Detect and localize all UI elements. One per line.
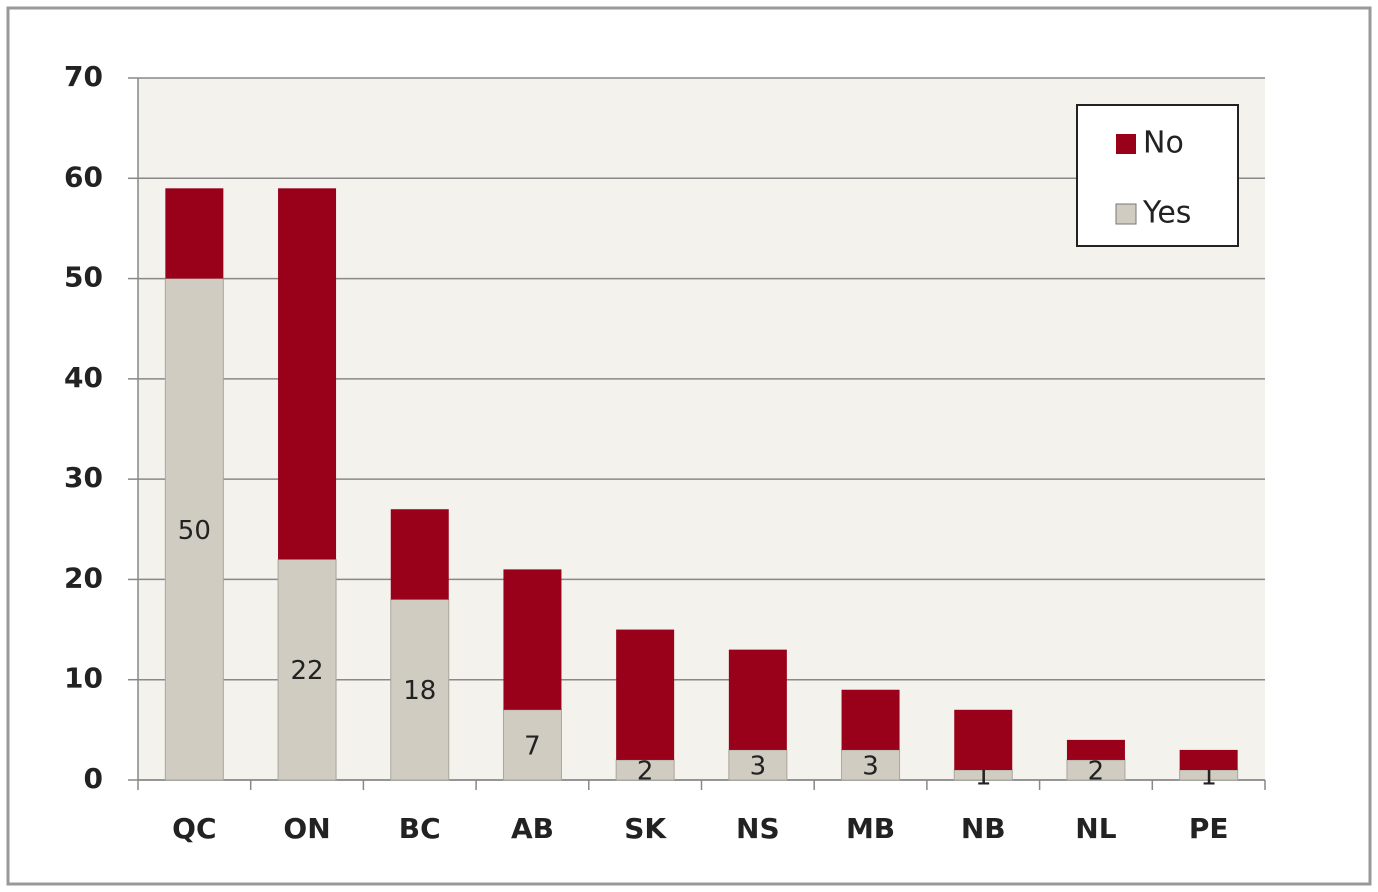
x-tick-label: NL	[1075, 812, 1116, 845]
legend-swatch	[1116, 134, 1136, 154]
bar-segment	[954, 709, 1013, 770]
bar-segment	[728, 749, 788, 781]
y-tick-label: 40	[64, 361, 103, 394]
bar-segment	[728, 649, 787, 750]
data-label: 2	[637, 756, 654, 786]
legend-label: No	[1143, 126, 1184, 161]
x-tick-label: MB	[846, 812, 895, 845]
y-tick-label: 30	[64, 461, 103, 494]
y-tick-label: 70	[64, 60, 103, 93]
x-tick-label: ON	[283, 812, 330, 845]
data-label: 18	[403, 676, 436, 706]
data-label: 7	[524, 731, 541, 761]
y-tick-label: 0	[84, 762, 103, 795]
bar-segment	[1179, 749, 1238, 770]
data-label: 50	[178, 516, 211, 546]
bar-segment	[616, 629, 675, 760]
x-tick-label: PE	[1189, 812, 1229, 845]
bar-segment	[390, 598, 450, 781]
bar-segment	[1066, 739, 1125, 760]
data-label: 3	[862, 751, 879, 781]
x-tick-label: AB	[511, 812, 554, 845]
y-tick-label: 10	[64, 662, 103, 695]
x-tick-label: NS	[736, 812, 780, 845]
bar-segment	[277, 558, 337, 781]
bar-segment	[503, 569, 562, 710]
data-label: 2	[1088, 756, 1105, 786]
bar-segment	[164, 278, 224, 781]
bar-segment	[390, 509, 449, 600]
y-tick-label: 60	[64, 160, 103, 193]
bar-segment	[278, 188, 337, 560]
data-label: 22	[291, 656, 324, 686]
x-tick-label: QC	[172, 812, 216, 845]
y-tick-label: 50	[64, 261, 103, 294]
x-tick-label: SK	[624, 812, 667, 845]
bar-segment	[502, 709, 562, 781]
legend-label: Yes	[1142, 196, 1191, 231]
bar-segment	[165, 188, 224, 279]
bar-segment	[841, 689, 900, 750]
data-label: 3	[750, 751, 767, 781]
x-tick-label: BC	[399, 812, 441, 845]
y-tick-label: 20	[64, 561, 103, 594]
legend-swatch	[1115, 203, 1137, 225]
x-tick-label: NB	[961, 812, 1006, 845]
legend-box	[1076, 104, 1239, 247]
